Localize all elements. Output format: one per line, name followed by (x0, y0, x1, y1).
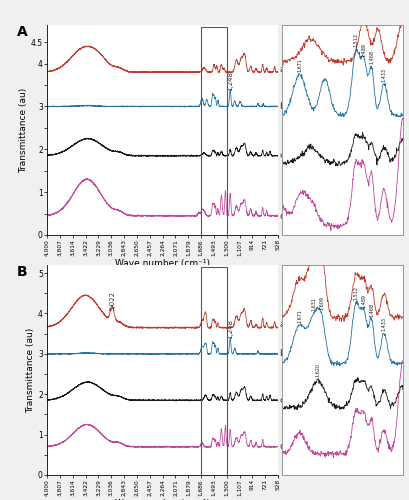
Text: A: A (17, 25, 28, 39)
Text: 1,512: 1,512 (353, 286, 359, 300)
Text: 1,631: 1,631 (311, 296, 316, 310)
Text: b: b (279, 349, 285, 358)
Text: B: B (17, 265, 28, 279)
Text: 1,248: 1,248 (227, 320, 233, 340)
Text: b: b (279, 102, 285, 111)
Bar (201, 27, 227, 237)
Text: 3,022: 3,022 (109, 290, 115, 310)
Text: c: c (279, 396, 284, 404)
Text: a: a (279, 65, 285, 74)
Text: 1,468: 1,468 (369, 50, 374, 64)
Text: 1,248: 1,248 (227, 71, 233, 91)
Y-axis label: Transmittance (au): Transmittance (au) (19, 88, 28, 172)
Text: 1,609: 1,609 (319, 296, 324, 310)
Text: c: c (279, 152, 284, 160)
Bar (201, 267, 227, 477)
Text: d: d (279, 212, 285, 220)
Text: a: a (279, 320, 285, 329)
Text: 1,512: 1,512 (353, 34, 359, 48)
Text: 1,433: 1,433 (382, 68, 387, 82)
Text: d: d (279, 442, 285, 452)
Text: 1,620: 1,620 (315, 363, 320, 377)
X-axis label: Wave number (cm⁻¹): Wave number (cm⁻¹) (115, 259, 210, 268)
Text: 1,468: 1,468 (369, 303, 374, 317)
Text: 1,489: 1,489 (362, 294, 367, 308)
Text: 1,671: 1,671 (297, 309, 302, 323)
Text: 1,433: 1,433 (382, 317, 387, 331)
Text: 1,671: 1,671 (297, 58, 302, 72)
Y-axis label: Transmittance (au): Transmittance (au) (26, 328, 35, 412)
Text: 1,489: 1,489 (362, 43, 367, 57)
X-axis label: Wave number (cm⁻¹): Wave number (cm⁻¹) (115, 499, 210, 500)
